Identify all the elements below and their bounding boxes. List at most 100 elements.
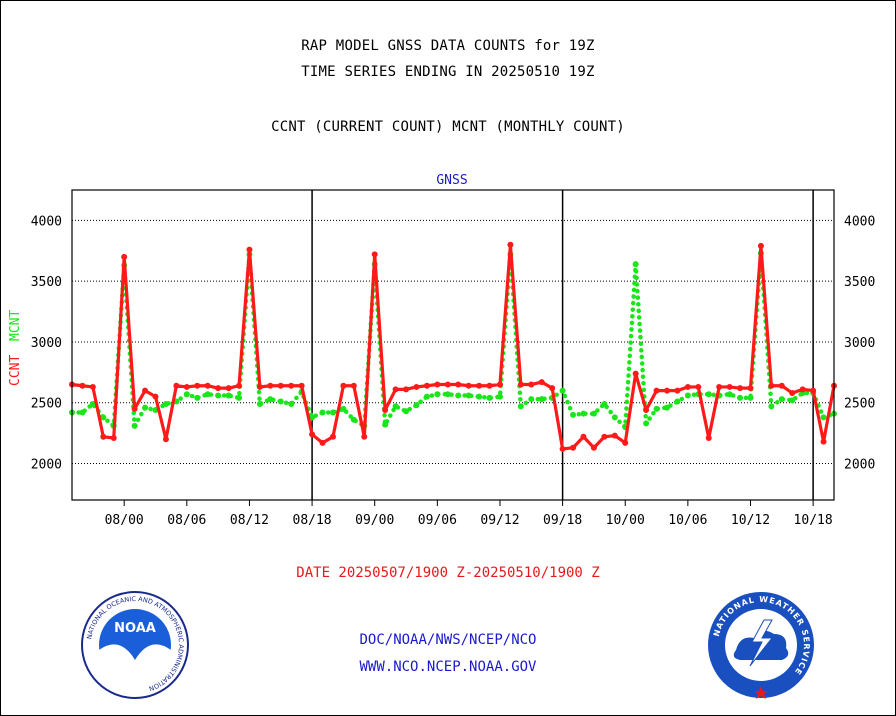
data-point-ccnt <box>622 439 629 446</box>
data-point-mcnt <box>768 403 775 410</box>
org-label: DOC/NOAA/NWS/NCEP/NCO <box>359 632 537 648</box>
data-point-ccnt <box>277 382 284 389</box>
data-point-ccnt <box>288 382 295 389</box>
data-point-ccnt <box>371 251 378 258</box>
y-tick-label-right: 4000 <box>844 214 875 229</box>
y-axis-label-mcnt: MCNT <box>8 310 23 341</box>
data-point-mcnt <box>601 400 608 407</box>
data-point-ccnt <box>778 382 785 389</box>
data-point-ccnt <box>684 383 691 390</box>
data-point-ccnt <box>329 433 336 440</box>
chart-title-line2: TIME SERIES ENDING IN 20250510 19Z <box>301 64 595 80</box>
data-point-mcnt <box>89 400 96 407</box>
data-point-ccnt <box>799 386 806 393</box>
data-point-ccnt <box>162 436 169 443</box>
series-line-mcnt <box>69 253 837 434</box>
data-point-mcnt <box>319 409 326 416</box>
data-point-ccnt <box>434 381 441 388</box>
x-tick-label: 09/12 <box>480 513 519 528</box>
data-point-mcnt <box>403 408 410 415</box>
data-point-ccnt <box>601 433 608 440</box>
data-point-mcnt <box>340 405 347 412</box>
data-point-mcnt <box>131 422 138 429</box>
data-point-ccnt <box>643 407 650 414</box>
data-point-mcnt <box>705 391 712 398</box>
data-point-ccnt <box>455 381 462 388</box>
data-point-ccnt <box>476 382 483 389</box>
data-point-mcnt <box>643 420 650 427</box>
data-point-ccnt <box>549 385 556 392</box>
data-point-ccnt <box>757 242 764 249</box>
data-point-mcnt <box>538 396 545 403</box>
data-point-mcnt <box>277 398 284 405</box>
data-point-ccnt <box>204 382 211 389</box>
x-tick-label: 10/12 <box>731 513 770 528</box>
data-point-ccnt <box>768 382 775 389</box>
data-point-ccnt <box>382 407 389 414</box>
x-tick-label: 09/00 <box>355 513 394 528</box>
data-point-mcnt <box>653 405 660 412</box>
data-point-mcnt <box>142 404 149 411</box>
data-point-ccnt <box>89 383 96 390</box>
data-point-mcnt <box>684 392 691 399</box>
data-point-ccnt <box>632 370 639 377</box>
data-point-ccnt <box>737 385 744 392</box>
data-point-ccnt <box>570 444 577 451</box>
data-point-ccnt <box>110 435 117 441</box>
data-point-mcnt <box>611 414 618 421</box>
data-point-ccnt <box>215 385 222 392</box>
data-point-mcnt <box>517 403 524 410</box>
data-point-mcnt <box>747 394 754 401</box>
data-point-ccnt <box>131 405 138 412</box>
data-point-ccnt <box>225 385 232 392</box>
data-point-ccnt <box>183 383 190 390</box>
data-point-ccnt <box>267 382 274 389</box>
data-point-ccnt <box>507 241 514 248</box>
data-point-ccnt <box>695 383 702 390</box>
data-point-ccnt <box>580 433 587 440</box>
data-point-mcnt <box>778 396 785 403</box>
date-range-label: DATE 20250507/1900 Z-20250510/1900 Z <box>296 565 600 581</box>
data-point-mcnt <box>423 393 430 400</box>
data-point-mcnt <box>726 391 733 398</box>
data-point-ccnt <box>319 439 326 446</box>
data-point-ccnt <box>674 387 681 394</box>
data-point-mcnt <box>236 394 243 401</box>
data-point-mcnt <box>413 402 420 409</box>
data-point-mcnt <box>674 398 681 405</box>
data-point-mcnt <box>100 414 107 421</box>
y-tick-label-left: 2500 <box>31 397 62 412</box>
data-point-ccnt <box>663 387 670 394</box>
data-point-ccnt <box>559 445 566 452</box>
data-point-ccnt <box>726 383 733 390</box>
nws-logo: NATIONAL WEATHER SERVICE <box>708 592 814 699</box>
website-label: WWW.NCO.NCEP.NOAA.GOV <box>359 659 537 675</box>
data-point-mcnt <box>225 392 232 399</box>
data-point-mcnt <box>570 411 577 418</box>
data-point-ccnt <box>820 438 827 445</box>
data-point-ccnt <box>256 383 263 390</box>
data-point-mcnt <box>350 416 357 423</box>
data-point-mcnt <box>329 409 336 416</box>
data-point-mcnt <box>789 397 796 404</box>
data-point-ccnt <box>444 381 451 388</box>
data-point-ccnt <box>142 387 149 394</box>
x-tick-label: 08/12 <box>230 513 269 528</box>
data-point-ccnt <box>517 381 524 388</box>
x-tick-label: 08/06 <box>167 513 206 528</box>
noaa-logo: NATIONAL OCEANIC AND ATMOSPHERIC ADMINIS… <box>81 591 189 699</box>
chart-subtitle: CCNT (CURRENT COUNT) MCNT (MONTHLY COUNT… <box>271 119 625 135</box>
data-point-mcnt <box>528 396 535 403</box>
grid-lines <box>72 190 834 500</box>
data-point-ccnt <box>403 386 410 393</box>
data-point-ccnt <box>705 435 712 441</box>
x-tick-label: 09/18 <box>543 513 582 528</box>
data-point-mcnt <box>215 392 222 399</box>
y-tick-label-right: 3000 <box>844 336 875 351</box>
x-tick-labels: 08/00 08/06 08/12 08/18 09/00 09/06 09/12 09/18… <box>105 500 833 528</box>
data-point-mcnt <box>590 410 597 417</box>
y-tick-label-left: 3500 <box>31 275 62 290</box>
data-point-mcnt <box>434 391 441 398</box>
data-point-ccnt <box>611 432 618 439</box>
data-point-ccnt <box>350 382 357 389</box>
